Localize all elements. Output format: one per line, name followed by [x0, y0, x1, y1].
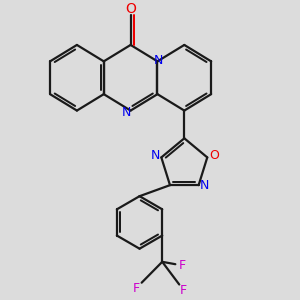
Text: O: O [125, 2, 136, 16]
Text: N: N [151, 149, 160, 162]
Text: F: F [133, 281, 140, 295]
Text: O: O [209, 149, 219, 162]
Text: N: N [122, 106, 131, 118]
Text: F: F [180, 284, 187, 297]
Text: N: N [200, 179, 209, 192]
Text: N: N [154, 54, 163, 67]
Text: F: F [179, 259, 186, 272]
